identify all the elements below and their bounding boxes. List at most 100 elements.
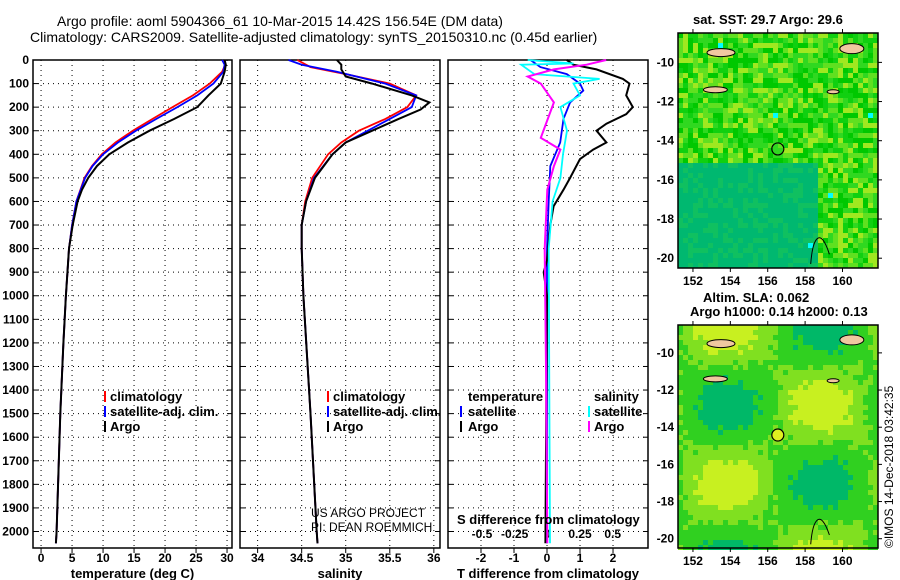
- map-cell: [693, 158, 698, 163]
- map-cell: [848, 460, 853, 465]
- map-cell: [793, 173, 798, 178]
- map-cell: [693, 133, 698, 138]
- map-cell: [833, 213, 838, 218]
- map-cell: [843, 325, 848, 330]
- map-cell: [858, 430, 863, 435]
- map-cell: [828, 168, 833, 173]
- y-tick-label: 800: [9, 242, 29, 256]
- map-cell: [683, 370, 688, 375]
- map-cell: [823, 43, 828, 48]
- map-cell: [838, 73, 843, 78]
- map-cell: [763, 335, 768, 340]
- map-cell: [758, 128, 763, 133]
- map-cell: [813, 258, 818, 263]
- map-cell: [818, 365, 823, 370]
- map-cell: [813, 365, 818, 370]
- map-cell: [733, 243, 738, 248]
- map-cell: [863, 525, 868, 530]
- map-cell: [813, 370, 818, 375]
- map-cell: [743, 133, 748, 138]
- map-cell: [723, 410, 728, 415]
- map-cell: [833, 218, 838, 223]
- map-cell: [863, 133, 868, 138]
- map-cell: [748, 445, 753, 450]
- map-cell: [703, 258, 708, 263]
- map-cell: [833, 183, 838, 188]
- map-cell: [728, 78, 733, 83]
- map-cell: [813, 420, 818, 425]
- map-cell: [808, 248, 813, 253]
- map-cell: [688, 385, 693, 390]
- map-cell: [823, 173, 828, 178]
- map-cell: [738, 108, 743, 113]
- map-cell: [853, 440, 858, 445]
- map-cell: [813, 58, 818, 63]
- map-cell: [678, 455, 683, 460]
- map-cell: [818, 390, 823, 395]
- map-cell: [678, 480, 683, 485]
- map-cell: [798, 228, 803, 233]
- map-cell: [853, 480, 858, 485]
- map-cell: [838, 203, 843, 208]
- map-cell: [788, 163, 793, 168]
- map-cell: [748, 500, 753, 505]
- map-cell: [688, 495, 693, 500]
- map-cell: [748, 93, 753, 98]
- map-cell: [793, 360, 798, 365]
- s-difference-axis-label: S difference from climatology: [457, 512, 641, 527]
- lon-tick-label: 152: [683, 274, 703, 288]
- map-cell: [758, 143, 763, 148]
- map-cell: [813, 455, 818, 460]
- map-cell: [728, 500, 733, 505]
- map-cell: [683, 233, 688, 238]
- map-cell: [783, 88, 788, 93]
- map-cell: [678, 243, 683, 248]
- map-cell: [728, 148, 733, 153]
- map-cell: [713, 380, 718, 385]
- map-cell: [823, 233, 828, 238]
- map-cell: [838, 355, 843, 360]
- map-cell: [838, 465, 843, 470]
- map-cell: [838, 455, 843, 460]
- map-cell: [763, 98, 768, 103]
- map-cell: [773, 118, 778, 123]
- map-cell: [743, 515, 748, 520]
- map-cell: [723, 198, 728, 203]
- map-cell: [723, 485, 728, 490]
- map-cell: [723, 43, 728, 48]
- map-cell: [768, 465, 773, 470]
- map-cell: [858, 258, 863, 263]
- map-cell: [693, 88, 698, 93]
- map-cell: [768, 143, 773, 148]
- map-cell: [728, 223, 733, 228]
- map-cell: [773, 330, 778, 335]
- map-cell: [688, 48, 693, 53]
- map-cell: [683, 73, 688, 78]
- map-cell: [748, 475, 753, 480]
- map-cell: [683, 415, 688, 420]
- map-cell: [768, 430, 773, 435]
- map-cell: [678, 158, 683, 163]
- map-cell: [823, 480, 828, 485]
- map-cell: [738, 480, 743, 485]
- map-cell: [738, 178, 743, 183]
- map-cell: [753, 228, 758, 233]
- map-cell: [858, 198, 863, 203]
- map-cell: [748, 98, 753, 103]
- map-cell: [843, 390, 848, 395]
- map-cell: [868, 360, 873, 365]
- lat-tick-label: -10: [657, 55, 675, 69]
- map-cell: [723, 133, 728, 138]
- map-cell: [733, 213, 738, 218]
- map-cell: [743, 183, 748, 188]
- map-cell: [818, 218, 823, 223]
- map-cell: [833, 445, 838, 450]
- map-cell: [733, 258, 738, 263]
- map-cell: [808, 118, 813, 123]
- map-cell: [843, 248, 848, 253]
- map-cell: [693, 68, 698, 73]
- map-cell: [688, 213, 693, 218]
- map-cell: [738, 375, 743, 380]
- map-cell: [868, 103, 873, 108]
- map-cell: [743, 360, 748, 365]
